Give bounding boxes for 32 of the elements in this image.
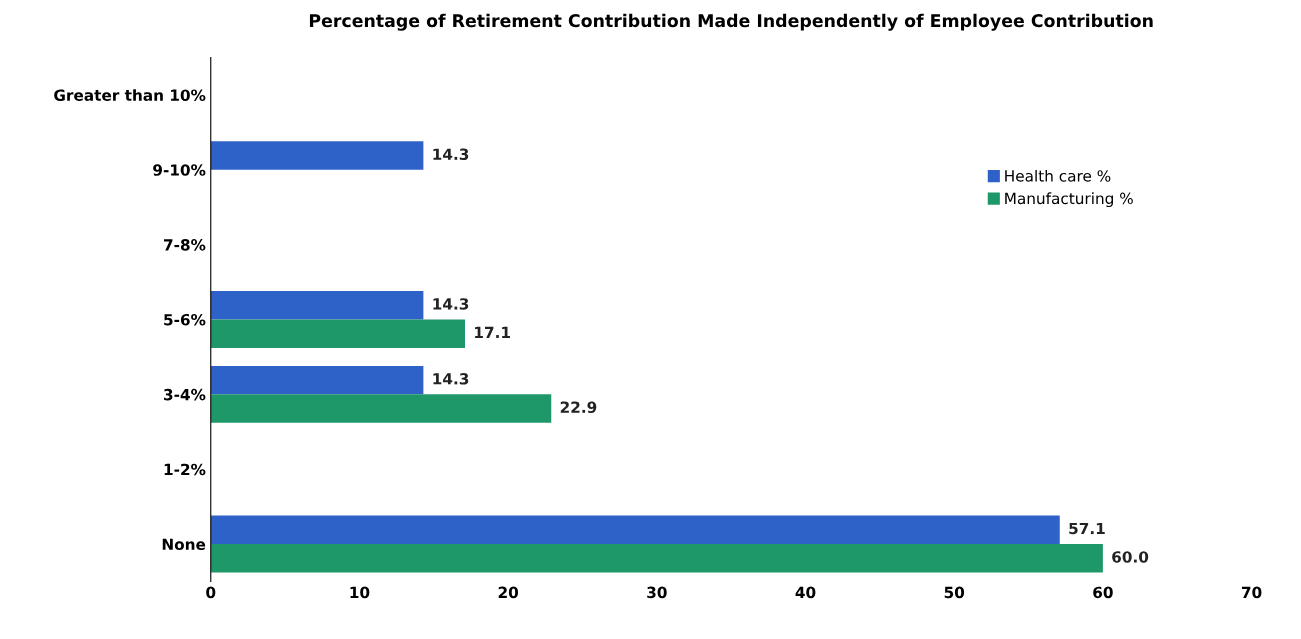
x-tick-label: 70 (1241, 586, 1262, 599)
y-tick-label: 9-10% (153, 164, 206, 176)
bar (210, 141, 424, 170)
data-label: 22.9 (560, 401, 597, 414)
legend-label: Manufacturing % (1005, 192, 1133, 208)
bar (210, 394, 552, 423)
bar (210, 319, 466, 348)
y-tick-label: 5-6% (164, 313, 206, 326)
x-tick-label: 0 (206, 586, 216, 599)
bar (210, 515, 1060, 545)
x-tick-label: 10 (350, 586, 370, 599)
x-tick-label: 40 (795, 586, 816, 599)
y-tick-label: None (162, 538, 206, 551)
bar (210, 291, 424, 320)
y-tick-label: Greater than 10% (54, 89, 206, 101)
bar (210, 544, 1103, 573)
y-tick-label: 1-2% (164, 463, 206, 476)
data-label: 14.3 (433, 373, 469, 385)
x-tick-label: 60 (1093, 586, 1113, 599)
y-tick-label: 3-4% (164, 388, 206, 401)
data-label: 60.0 (1112, 551, 1149, 563)
bar (210, 365, 424, 395)
legend-label: Health care % (1005, 169, 1111, 182)
data-label: 57.1 (1069, 522, 1105, 535)
x-tick-label: 20 (498, 586, 519, 599)
data-label: 17.1 (475, 326, 510, 338)
chart-title: Percentage of Retirement Contribution Made Independently of Employee Contribution (309, 13, 1153, 31)
x-tick-label: 50 (944, 586, 965, 599)
x-tick-label: 30 (647, 586, 667, 599)
data-label: 14.3 (433, 148, 469, 160)
y-tick-label: 7-8% (164, 239, 206, 251)
data-label: 14.3 (433, 298, 469, 310)
